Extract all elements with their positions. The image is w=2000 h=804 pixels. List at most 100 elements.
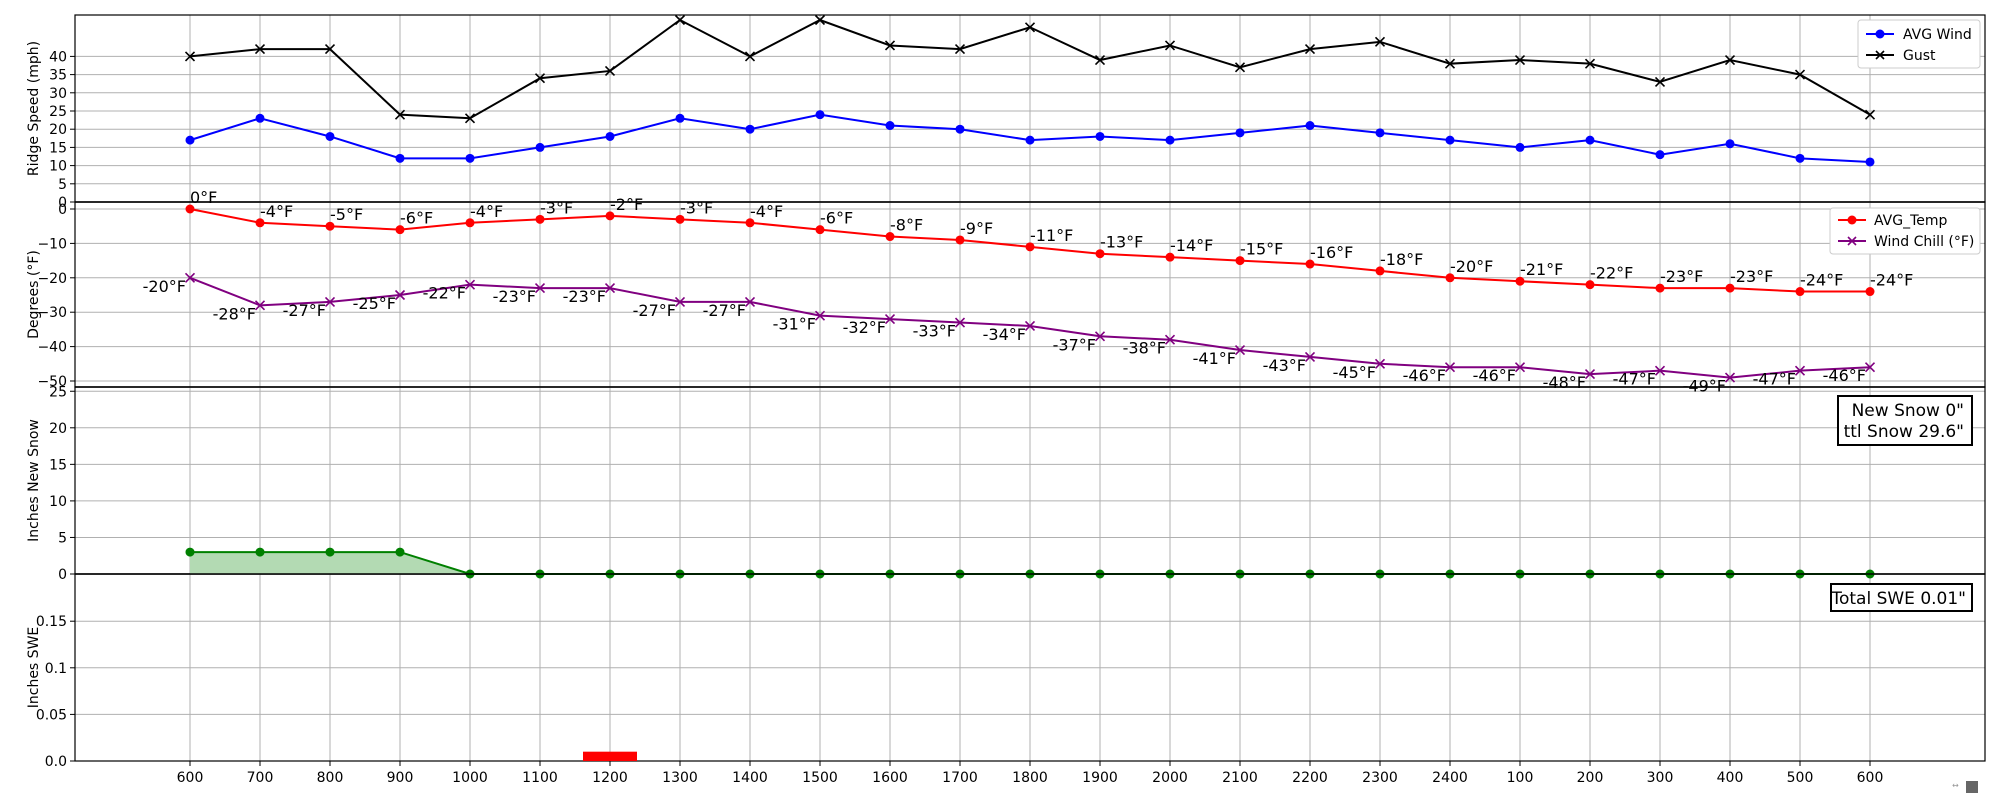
gust-marker xyxy=(254,44,266,55)
resize-handle-icon xyxy=(1966,781,1978,793)
wind-chill-marker xyxy=(1584,369,1596,380)
wind-chill-marker xyxy=(1654,365,1666,376)
temp-data-label: -13°F xyxy=(1100,233,1143,252)
gust-marker xyxy=(814,14,826,26)
legend-gust-label: Gust xyxy=(1903,48,1936,64)
avg-wind-marker xyxy=(1165,135,1175,145)
x-tick-label: 1100 xyxy=(522,770,558,786)
gust-marker xyxy=(534,73,546,84)
x-tick-label: 600 xyxy=(1857,770,1884,786)
avg-temp-marker xyxy=(1655,283,1665,293)
legend-avg-wind-marker xyxy=(1875,29,1885,39)
wind-chill-data-label: -41°F xyxy=(1193,349,1236,368)
gust-marker xyxy=(394,109,406,120)
avg-wind-marker xyxy=(1515,142,1525,152)
gust-marker xyxy=(1234,62,1246,73)
wind-chill-marker xyxy=(1024,320,1036,332)
wind-chill-marker xyxy=(604,283,616,294)
gust-marker xyxy=(1654,76,1666,87)
y-tick-label: 25 xyxy=(49,104,67,120)
avg-temp-marker xyxy=(185,204,195,214)
wind-chill-marker xyxy=(1304,351,1316,362)
avg-wind-marker xyxy=(185,135,195,145)
gust-marker xyxy=(1304,44,1316,55)
y-tick-label: −40 xyxy=(37,340,67,356)
x-tick-label: 100 xyxy=(1507,770,1534,786)
wind-chill-marker xyxy=(954,317,966,328)
avg-wind-marker xyxy=(1445,135,1455,145)
swe-bar xyxy=(583,751,637,761)
wind-chill-data-label: -25°F xyxy=(353,294,396,313)
avg-temp-marker xyxy=(1515,276,1525,286)
y-tick-label: 10 xyxy=(49,494,67,510)
temp-data-label: -8°F xyxy=(890,216,923,235)
x-tick-label: 1200 xyxy=(592,770,628,786)
wind-chill-data-label: -38°F xyxy=(1123,339,1166,358)
wind-chill-marker xyxy=(1164,334,1176,345)
y-tick-label: 5 xyxy=(58,177,67,193)
wind-chill-marker xyxy=(884,314,896,325)
gust-marker xyxy=(464,113,476,124)
legend-gust-marker xyxy=(1875,50,1885,60)
x-tick-label: 1800 xyxy=(1012,770,1048,786)
wind-chill-data-label: -23°F xyxy=(493,287,536,306)
new-snow-marker xyxy=(325,547,335,557)
gust-marker xyxy=(1514,54,1526,66)
x-tick-label: 800 xyxy=(317,770,344,786)
gust-marker xyxy=(1164,40,1176,51)
y-tick-label: −10 xyxy=(37,236,67,252)
x-tick-label: 2000 xyxy=(1152,770,1188,786)
wind-chill-data-label: -47°F xyxy=(1753,370,1796,389)
y-tick-label: 0 xyxy=(58,195,67,211)
new-snow-area xyxy=(190,552,1870,574)
wind-chill-marker xyxy=(674,296,686,307)
total-swe-annotation: Total SWE 0.01" xyxy=(1830,589,1966,609)
y-axis-label: Inches SWE xyxy=(26,627,42,709)
wind-chill-data-label: -33°F xyxy=(913,322,956,341)
x-tick-label: 1600 xyxy=(872,770,908,786)
avg-temp-marker xyxy=(1165,252,1175,262)
avg-wind-marker xyxy=(1795,153,1805,163)
y-tick-label: 15 xyxy=(49,140,67,156)
legend-avg-temp-label: AVG_Temp xyxy=(1874,213,1948,229)
wind-chill-data-label: -46°F xyxy=(1473,366,1516,385)
wind-chill-marker xyxy=(1234,344,1246,356)
avg-wind-marker xyxy=(1725,139,1735,149)
temp-data-label: -9°F xyxy=(960,219,993,238)
y-tick-label: 40 xyxy=(49,49,67,65)
gust-marker xyxy=(744,51,756,62)
temp-data-label: -3°F xyxy=(540,198,573,217)
wind-chill-marker xyxy=(814,310,826,321)
avg-wind-marker xyxy=(1655,150,1665,160)
avg-wind-marker xyxy=(1235,128,1245,138)
avg-wind-marker xyxy=(1375,128,1385,138)
wind-chill-marker xyxy=(1444,362,1456,373)
gust-marker xyxy=(184,51,196,62)
y-tick-label: −20 xyxy=(37,271,67,287)
legend-temp xyxy=(1829,207,1981,255)
y-tick-label: 30 xyxy=(49,86,67,102)
wind-chill-data-label: -49°F xyxy=(1683,377,1726,396)
gust-marker xyxy=(1094,54,1106,66)
avg-wind-marker xyxy=(255,113,265,123)
temp-data-label: -2°F xyxy=(610,195,643,214)
temp-data-label: -15°F xyxy=(1240,240,1283,259)
temp-data-label: -23°F xyxy=(1660,267,1703,286)
wind-chill-marker xyxy=(1094,331,1106,342)
gust-marker xyxy=(1374,36,1386,47)
wind-chill-marker xyxy=(1794,365,1806,376)
temp-data-label: -22°F xyxy=(1590,264,1633,283)
temp-data-label: -11°F xyxy=(1030,226,1073,245)
y-tick-label: 0.0 xyxy=(45,754,67,770)
wind-chill-marker xyxy=(464,279,476,290)
avg-temp-marker xyxy=(745,218,755,228)
avg-temp-marker xyxy=(1865,287,1875,297)
x-tick-label: 1000 xyxy=(452,770,488,786)
x-tick-label: 2200 xyxy=(1292,770,1328,786)
wind-chill-marker xyxy=(1724,372,1736,383)
wind-chill-data-label: -28°F xyxy=(213,304,256,323)
avg-wind-marker xyxy=(745,124,755,134)
wind-chill-marker xyxy=(184,272,196,283)
